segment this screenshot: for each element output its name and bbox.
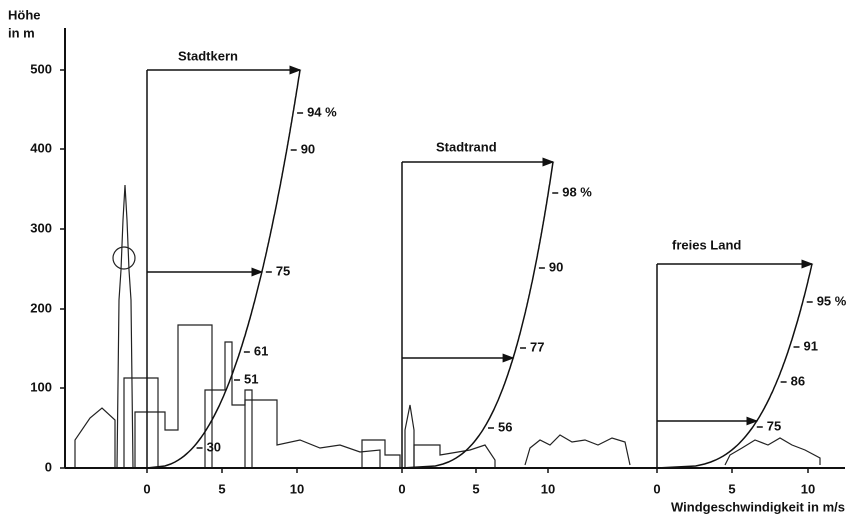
x-tick-label: 5 bbox=[218, 481, 225, 496]
x-tick-label: 0 bbox=[143, 481, 150, 496]
y-axis-label: in m bbox=[8, 25, 35, 40]
y-tick-label: 0 bbox=[45, 459, 52, 474]
x-tick-label: 10 bbox=[290, 481, 304, 496]
profile-title: Stadtrand bbox=[436, 139, 497, 154]
percent-label: 86 bbox=[791, 373, 805, 388]
y-tick-label: 500 bbox=[30, 61, 52, 76]
percent-label: 91 bbox=[804, 338, 818, 353]
percent-label: 94 % bbox=[307, 104, 337, 119]
percent-label: 30 bbox=[207, 439, 221, 454]
percent-label: 56 bbox=[498, 419, 512, 434]
percent-label: 61 bbox=[254, 343, 268, 358]
wind-profile-curve bbox=[657, 264, 812, 468]
x-tick-label: 0 bbox=[653, 481, 660, 496]
percent-label: 90 bbox=[549, 259, 563, 274]
profile-title: Stadtkern bbox=[178, 48, 238, 63]
skyline bbox=[75, 185, 820, 468]
x-axis-label: Windgeschwindigkeit in m/s bbox=[671, 499, 845, 514]
y-axis-label: Höhe bbox=[8, 7, 41, 22]
percent-label: 77 bbox=[530, 339, 544, 354]
y-tick-label: 200 bbox=[30, 300, 52, 315]
y-tick-label: 400 bbox=[30, 140, 52, 155]
y-tick-label: 300 bbox=[30, 220, 52, 235]
percent-label: 75 bbox=[276, 263, 290, 278]
wind-profile-curve bbox=[402, 162, 553, 468]
percent-label: 90 bbox=[301, 141, 315, 156]
x-tick-label: 10 bbox=[801, 481, 815, 496]
percent-label: 51 bbox=[244, 371, 258, 386]
percent-label: 75 bbox=[767, 418, 781, 433]
diagram: Höhe in m Windgeschwindigkeit in m/s 0 10… bbox=[0, 0, 854, 522]
x-tick-label: 5 bbox=[728, 481, 735, 496]
profile-title: freies Land bbox=[672, 237, 741, 252]
percent-label: 95 % bbox=[817, 293, 847, 308]
percent-label: 98 % bbox=[562, 184, 592, 199]
x-tick-label: 10 bbox=[541, 481, 555, 496]
x-tick-label: 0 bbox=[398, 481, 405, 496]
x-tick-label: 5 bbox=[472, 481, 479, 496]
y-tick-label: 100 bbox=[30, 379, 52, 394]
